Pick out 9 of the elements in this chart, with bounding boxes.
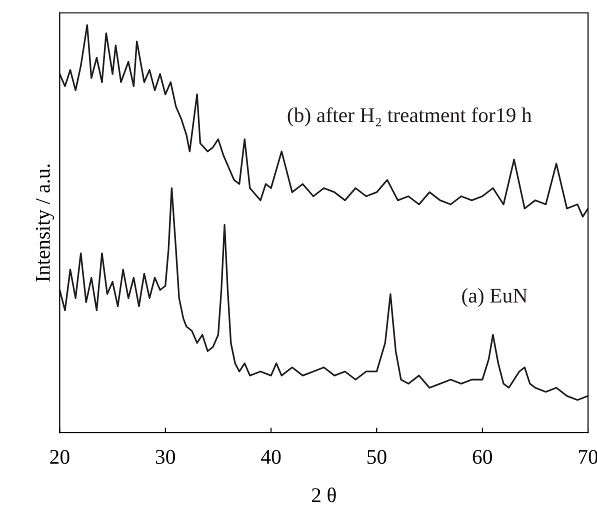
x-tick-label: 60 bbox=[472, 450, 492, 464]
x-tick-label: 50 bbox=[368, 450, 386, 464]
x-tick-label: 20 bbox=[50, 450, 70, 464]
x-axis-title: 2 θ bbox=[312, 487, 336, 502]
y-axis-title: Intensity / a.u. bbox=[36, 164, 54, 282]
x-tick-label: 40 bbox=[261, 450, 281, 464]
series-label: (a) EuN bbox=[462, 288, 528, 307]
series-label: (b) after H₂ treatment for19 h bbox=[288, 107, 532, 126]
x-tick-label: 30 bbox=[156, 450, 175, 464]
